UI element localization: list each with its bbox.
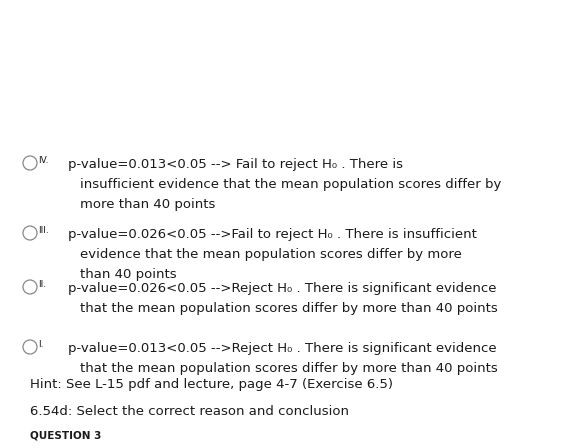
Text: that the mean population scores differ by more than 40 points: that the mean population scores differ b… <box>80 362 498 375</box>
Text: insufficient evidence that the mean population scores differ by: insufficient evidence that the mean popu… <box>80 178 501 191</box>
Text: than 40 points: than 40 points <box>80 268 177 281</box>
Text: p-value=0.013<0.05 --> Fail to reject H₀ . There is: p-value=0.013<0.05 --> Fail to reject H₀… <box>68 158 403 171</box>
Text: p-value=0.026<0.05 -->Reject H₀ . There is significant evidence: p-value=0.026<0.05 -->Reject H₀ . There … <box>68 282 497 295</box>
Text: more than 40 points: more than 40 points <box>80 198 215 211</box>
Text: I.: I. <box>38 340 44 349</box>
Text: that the mean population scores differ by more than 40 points: that the mean population scores differ b… <box>80 302 498 315</box>
Text: p-value=0.026<0.05 -->Fail to reject H₀ . There is insufficient: p-value=0.026<0.05 -->Fail to reject H₀ … <box>68 228 477 241</box>
Text: III.: III. <box>38 226 49 235</box>
Text: p-value=0.013<0.05 -->Reject H₀ . There is significant evidence: p-value=0.013<0.05 -->Reject H₀ . There … <box>68 342 497 355</box>
Text: evidence that the mean population scores differ by more: evidence that the mean population scores… <box>80 248 462 261</box>
Text: II.: II. <box>38 280 46 289</box>
Text: IV.: IV. <box>38 156 48 165</box>
Text: 6.54d: Select the correct reason and conclusion: 6.54d: Select the correct reason and con… <box>30 405 349 418</box>
Text: Hint: See L-15 pdf and lecture, page 4-7 (Exercise 6.5): Hint: See L-15 pdf and lecture, page 4-7… <box>30 378 393 391</box>
Text: QUESTION 3: QUESTION 3 <box>30 430 102 440</box>
